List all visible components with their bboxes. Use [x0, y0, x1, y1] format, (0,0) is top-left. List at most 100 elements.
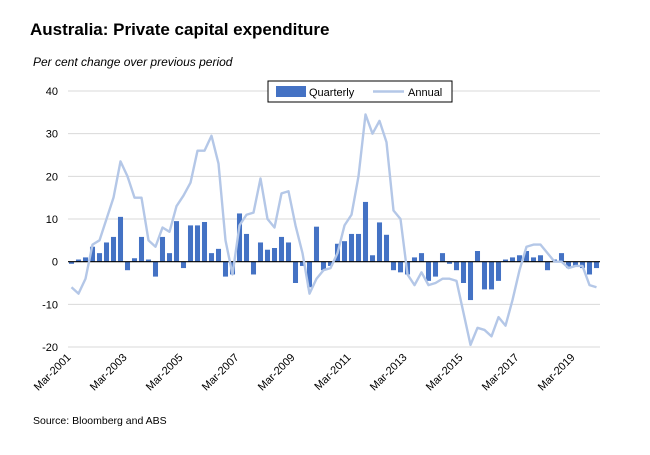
- quarterly-bar: [89, 246, 96, 262]
- x-tick-label: Mar-2015: [424, 352, 466, 394]
- annual-line: [70, 113, 597, 347]
- quarterly-bar: [180, 261, 187, 269]
- legend-quarterly-label: Quarterly: [309, 87, 355, 99]
- x-tick-label: Mar-2013: [368, 352, 410, 394]
- y-tick-label: 10: [46, 214, 58, 226]
- quarterly-bar: [432, 261, 439, 277]
- quarterly-bar: [425, 261, 432, 281]
- quarterly-bar: [131, 258, 138, 262]
- quarterly-bar: [292, 261, 299, 283]
- quarterly-bar: [446, 261, 453, 264]
- y-tick-label: 30: [46, 129, 58, 141]
- quarterly-bar: [411, 257, 418, 262]
- x-tick-label: Mar-2017: [480, 352, 522, 394]
- quarterly-bar: [474, 251, 481, 262]
- quarterly-bar: [390, 261, 397, 271]
- x-tick-label: Mar-2019: [536, 352, 578, 394]
- quarterly-bar: [208, 253, 215, 262]
- quarterly-bar: [110, 236, 117, 262]
- quarterly-bar: [138, 236, 145, 262]
- quarterly-bar: [285, 242, 292, 262]
- y-axis-ticks: -20 -10 0 10 20 30 40: [42, 86, 58, 354]
- legend-annual-label: Annual: [408, 87, 442, 99]
- x-tick-label: Mar-2011: [312, 352, 353, 393]
- x-tick-label: Mar-2003: [88, 352, 130, 394]
- quarterly-bar: [299, 261, 306, 266]
- x-tick-label: Mar-2009: [256, 352, 298, 394]
- quarterly-bar: [509, 257, 516, 262]
- quarterly-bar: [418, 253, 425, 262]
- quarterly-bar: [565, 261, 572, 269]
- quarterly-bar: [523, 251, 530, 262]
- quarterly-bar: [166, 253, 173, 262]
- y-tick-label: -10: [42, 299, 58, 311]
- quarterly-bar: [152, 261, 159, 277]
- quarterly-bar: [593, 261, 600, 269]
- quarterly-bar: [68, 261, 75, 264]
- quarterly-bar: [453, 261, 460, 271]
- legend: Quarterly Annual: [267, 80, 453, 103]
- quarterly-bar: [257, 242, 264, 262]
- y-tick-label: 0: [52, 257, 58, 269]
- quarterly-bar: [117, 216, 124, 262]
- legend-quarterly-swatch: [276, 86, 306, 97]
- quarterly-bar: [530, 257, 537, 262]
- quarterly-bar: [460, 261, 467, 283]
- y-tick-label: 20: [46, 171, 58, 183]
- quarterly-bar: [544, 261, 551, 271]
- quarterly-bar: [201, 221, 208, 262]
- quarterly-bar: [376, 222, 383, 262]
- quarterly-bar: [537, 255, 544, 262]
- quarterly-bar: [159, 236, 166, 262]
- quarterly-bar: [187, 225, 194, 262]
- x-axis-ticks: Mar-2001 Mar-2003 Mar-2005 Mar-2007 Mar-2009…: [32, 352, 578, 394]
- quarterly-bar: [215, 248, 222, 262]
- x-tick-label: Mar-2005: [144, 352, 186, 394]
- quarterly-bar: [278, 236, 285, 262]
- quarterly-bar: [348, 233, 355, 262]
- quarterly-bar: [222, 261, 229, 277]
- quarterly-bar: [467, 261, 474, 301]
- quarterly-bar: [82, 257, 89, 262]
- chart-subtitle: Per cent change over previous period: [33, 55, 233, 69]
- legend-box: [267, 80, 453, 103]
- quarterly-bar: [264, 249, 271, 262]
- quarterly-bar: [96, 253, 103, 262]
- quarterly-bar: [572, 261, 579, 266]
- quarterly-bar: [397, 261, 404, 273]
- quarterly-bar: [586, 261, 593, 275]
- quarterly-bar: [369, 255, 376, 262]
- quarterly-bar: [558, 253, 565, 262]
- quarterly-bars: [68, 201, 600, 301]
- quarterly-bar: [313, 226, 320, 262]
- quarterly-bar: [341, 241, 348, 262]
- y-tick-label: 40: [46, 86, 58, 98]
- quarterly-bar: [362, 201, 369, 262]
- quarterly-bar: [124, 261, 131, 271]
- quarterly-bar: [502, 259, 509, 262]
- quarterly-bar: [236, 213, 243, 262]
- x-tick-label: Mar-2001: [32, 352, 74, 394]
- x-tick-label: Mar-2007: [200, 352, 242, 394]
- source-note: Source: Bloomberg and ABS: [33, 415, 167, 427]
- quarterly-bar: [250, 261, 257, 275]
- quarterly-bar: [516, 255, 523, 262]
- quarterly-bar: [194, 225, 201, 262]
- quarterly-bar: [173, 221, 180, 262]
- quarterly-bar: [103, 242, 110, 262]
- quarterly-bar: [383, 234, 390, 262]
- quarterly-bar: [495, 261, 502, 281]
- quarterly-bar: [488, 261, 495, 290]
- gridlines: [68, 90, 600, 348]
- quarterly-bar: [75, 259, 82, 262]
- quarterly-bar: [145, 259, 152, 262]
- quarterly-bar: [306, 261, 313, 288]
- chart-title: Australia: Private capital expenditure: [30, 20, 330, 39]
- quarterly-bar: [271, 248, 278, 262]
- quarterly-bar: [243, 233, 250, 262]
- quarterly-bar: [481, 261, 488, 290]
- quarterly-bar: [327, 261, 334, 266]
- quarterly-bar: [355, 233, 362, 262]
- y-tick-label: -20: [42, 342, 58, 354]
